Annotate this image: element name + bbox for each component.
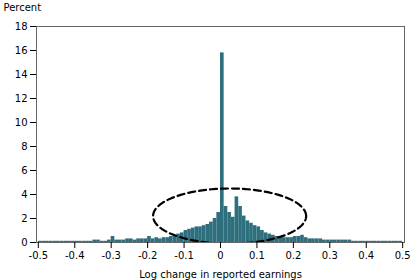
svg-text:-0.4: -0.4 xyxy=(65,250,85,261)
svg-text:12: 12 xyxy=(15,93,28,104)
svg-text:0.4: 0.4 xyxy=(358,250,374,261)
svg-text:0.2: 0.2 xyxy=(285,250,301,261)
svg-text:10: 10 xyxy=(15,117,28,128)
svg-text:-0.3: -0.3 xyxy=(101,250,121,261)
svg-text:0.1: 0.1 xyxy=(249,250,265,261)
svg-text:Percent: Percent xyxy=(4,2,42,13)
svg-text:6: 6 xyxy=(21,165,27,176)
svg-text:-0.2: -0.2 xyxy=(138,250,158,261)
svg-text:0.3: 0.3 xyxy=(322,250,338,261)
svg-text:16: 16 xyxy=(15,45,28,56)
svg-text:0.5: 0.5 xyxy=(395,250,411,261)
svg-text:14: 14 xyxy=(15,69,28,80)
svg-text:2: 2 xyxy=(21,213,27,224)
svg-text:Log change in reported earning: Log change in reported earnings xyxy=(139,269,302,280)
svg-text:18: 18 xyxy=(15,21,28,32)
svg-text:0: 0 xyxy=(217,250,223,261)
svg-text:8: 8 xyxy=(21,141,27,152)
svg-text:-0.1: -0.1 xyxy=(174,250,194,261)
svg-text:0: 0 xyxy=(21,237,27,248)
svg-text:-0.5: -0.5 xyxy=(29,250,49,261)
svg-text:4: 4 xyxy=(21,189,27,200)
